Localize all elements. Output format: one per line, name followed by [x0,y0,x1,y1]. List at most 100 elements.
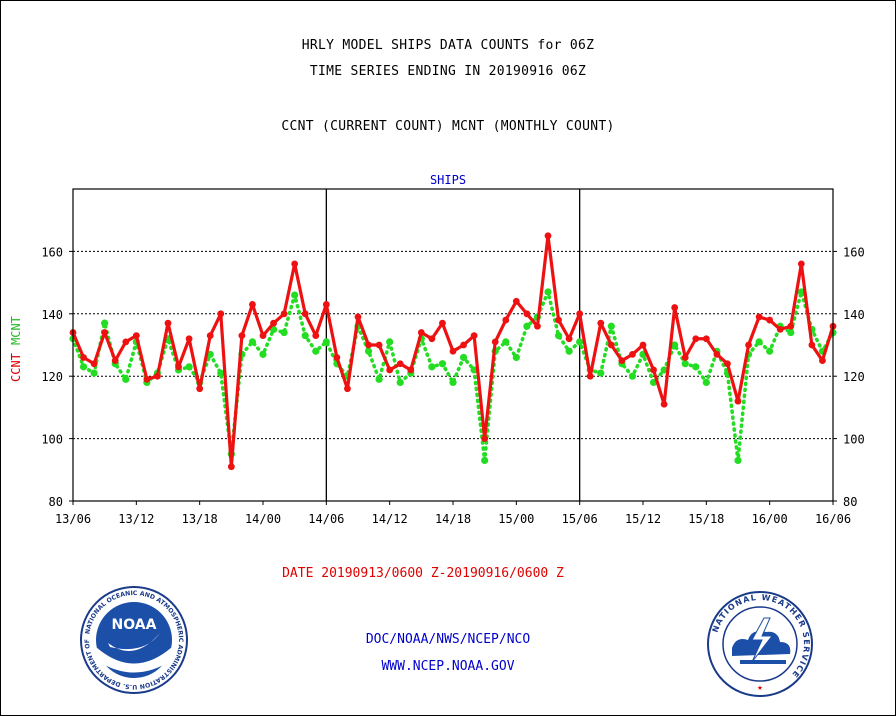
point-mcnt [628,372,637,380]
point-ccnt [481,435,489,442]
point-ccnt [354,313,362,321]
point-ccnt [143,375,151,383]
point-ccnt [291,260,299,268]
point-ccnt [713,350,721,358]
point-mcnt [692,363,700,371]
point-mcnt [459,353,468,362]
point-ccnt [80,354,87,361]
point-mcnt [502,338,510,346]
point-mcnt [597,369,605,377]
point-mcnt [681,360,689,368]
point-mcnt [428,363,436,371]
point-ccnt [544,232,552,240]
point-ccnt [164,319,172,327]
grid-layer [73,189,833,501]
point-ccnt [576,310,584,318]
x-tick-label: 13/12 [118,512,154,526]
point-mcnt [185,363,193,371]
lightning-icon [751,617,774,663]
x-tick-label: 16/06 [815,512,851,526]
point-ccnt [776,326,784,333]
point-mcnt [364,347,373,355]
point-ccnt [428,335,436,343]
point-ccnt [586,372,594,380]
noaa-logo: NOAA NATIONAL OCEANIC AND ATMOSPHERIC AD… [80,585,188,694]
x-tick-label: 15/12 [625,512,661,526]
x-tick-label: 16/00 [752,512,788,526]
point-mcnt [797,288,805,296]
point-ccnt [734,397,742,405]
point-mcnt [386,338,394,346]
point-ccnt [639,341,647,349]
y-tick-label-right: 160 [843,245,865,259]
org-line: DOC/NOAA/NWS/NCEP/NCO [365,632,531,647]
point-ccnt [512,297,520,305]
point-ccnt [122,338,130,346]
point-ccnt [238,332,246,340]
chart-subtitle: CCNT (CURRENT COUNT) MCNT (MONTHLY COUNT… [281,119,615,134]
x-tick-label: 15/00 [498,512,534,526]
panel-title: SHIPS [430,173,466,187]
point-ccnt [808,341,816,349]
point-ccnt [259,332,267,340]
point-ccnt [629,350,636,358]
y-tick-label-right: 80 [843,495,857,509]
x-tick-label: 15/06 [562,512,598,526]
point-mcnt [90,369,98,377]
point-ccnt [534,322,541,330]
point-mcnt [280,328,288,337]
plot-frame [72,188,834,502]
point-ccnt [417,329,425,336]
point-ccnt [470,332,478,340]
point-mcnt [79,363,88,371]
point-ccnt [607,341,615,349]
point-ccnt [217,310,225,318]
chart-title-line2: TIME SERIES ENDING IN 20190916 06Z [309,64,587,79]
point-ccnt [301,310,309,318]
y-tick-label-left: 100 [41,433,63,447]
point-ccnt [766,316,774,324]
point-mcnt [217,369,225,377]
point-ccnt [618,357,626,364]
x-tick-label: 13/18 [182,512,218,526]
x-tick-label: 13/06 [55,512,91,526]
point-ccnt [491,338,499,346]
point-mcnt [438,360,447,368]
x-tick-label: 14/18 [435,512,471,526]
point-mcnt [660,366,668,374]
point-mcnt [481,456,489,465]
point-ccnt [671,304,679,311]
y-tick-label-right: 140 [843,308,865,322]
x-tick-label: 14/00 [245,512,281,526]
y-tick-label-left: 80 [49,495,63,509]
point-ccnt [745,341,752,349]
point-mcnt [375,375,383,383]
y-tick-label-left: 120 [41,370,63,384]
point-mcnt [101,319,109,327]
x-tick-label: 15/18 [688,512,724,526]
y-tick-label-left: 160 [41,245,63,259]
point-mcnt [576,338,584,346]
point-ccnt [724,360,731,368]
point-ccnt [312,332,320,340]
point-ccnt [787,322,795,330]
point-ccnt [90,360,98,368]
point-mcnt [607,322,615,330]
y-axis-label: CCNT MCNT [9,316,23,382]
point-ccnt [333,354,341,361]
point-ccnt [439,319,446,327]
date-range-label: DATE 20190913/0600 Z-20190916/0600 Z [282,566,564,581]
point-ccnt [692,335,700,343]
point-mcnt [523,322,531,330]
point-ccnt [270,319,277,327]
y-label-ccnt: CCNT [9,353,23,382]
url-line: WWW.NCEP.NOAA.GOV [381,659,515,674]
point-mcnt [301,332,309,340]
point-ccnt [344,385,351,393]
point-mcnt [671,341,679,349]
point-ccnt [755,313,763,321]
point-ccnt [460,341,467,349]
y-tick-label-right: 120 [843,370,865,384]
point-ccnt [565,335,573,343]
